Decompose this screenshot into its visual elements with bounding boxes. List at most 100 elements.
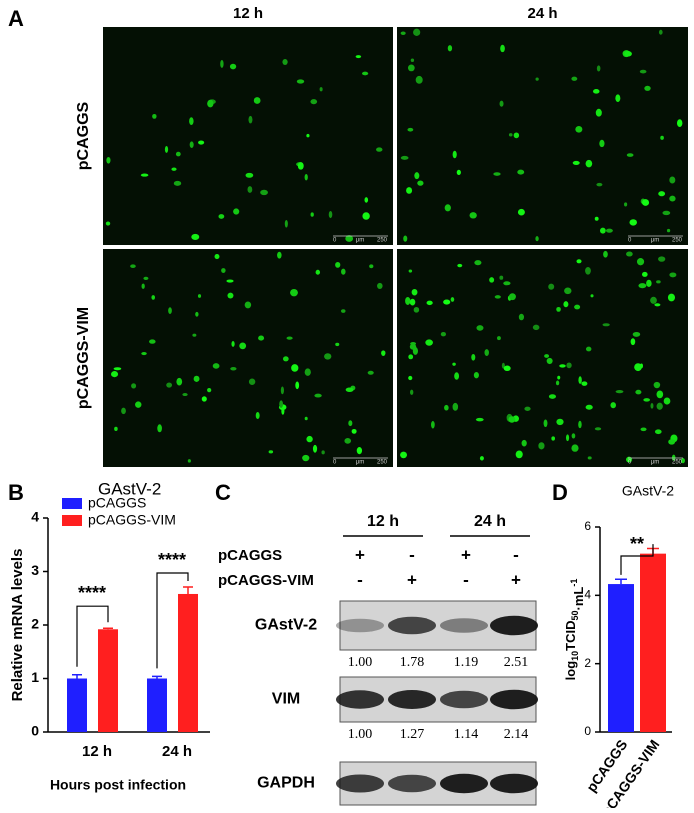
cell <box>310 99 318 105</box>
band <box>336 618 384 633</box>
treatment-sign: + <box>407 570 417 589</box>
cell <box>345 235 354 242</box>
cell <box>171 167 177 171</box>
cell <box>475 417 484 422</box>
cell <box>556 306 561 312</box>
error-bar <box>72 674 82 679</box>
cell <box>603 250 608 258</box>
cell <box>635 389 642 395</box>
cell <box>321 450 325 455</box>
cell <box>152 113 157 119</box>
bar <box>67 678 87 732</box>
cell <box>182 393 188 397</box>
cell <box>306 133 310 138</box>
cell <box>654 429 662 435</box>
cell <box>130 264 136 268</box>
cell <box>417 180 424 186</box>
cell <box>290 288 298 297</box>
panel-label: C <box>215 480 231 505</box>
cell <box>524 406 531 411</box>
band <box>440 773 488 794</box>
cell <box>572 160 580 166</box>
cell <box>581 381 588 386</box>
cell <box>121 407 126 415</box>
cell <box>656 390 664 399</box>
cell <box>508 293 516 301</box>
cell <box>414 172 420 180</box>
cell <box>499 100 504 107</box>
cell <box>315 269 321 275</box>
cell <box>658 29 663 35</box>
scale-bar-label: 0 <box>333 460 337 466</box>
scale-bar-label: μm <box>356 460 364 466</box>
cell <box>615 389 624 394</box>
y-tick-label: 4 <box>584 588 591 602</box>
band <box>490 689 538 710</box>
cell <box>473 371 479 379</box>
cell <box>227 292 234 299</box>
cell <box>193 375 200 382</box>
cell <box>335 342 340 347</box>
cell <box>207 388 212 393</box>
legend-swatch <box>62 498 82 509</box>
cell <box>312 444 318 453</box>
cell <box>669 195 676 202</box>
treatment-sign: - <box>409 545 415 564</box>
cell <box>518 313 525 321</box>
cell <box>279 400 284 408</box>
treatment-sign: - <box>513 545 519 564</box>
cell <box>405 297 411 305</box>
cell <box>408 354 414 360</box>
cell <box>113 367 122 371</box>
cell <box>636 258 645 266</box>
scale-bar-label: 250 <box>672 460 683 466</box>
cell <box>412 347 418 355</box>
bar <box>98 629 118 732</box>
cell <box>556 418 564 426</box>
band-ratio: 1.00 <box>348 727 373 742</box>
cell <box>544 354 550 358</box>
micrograph <box>397 249 688 467</box>
cell <box>596 65 601 72</box>
scale-bar-label: 250 <box>672 238 683 244</box>
cell <box>667 293 676 302</box>
bar <box>608 584 634 732</box>
cell <box>400 451 408 459</box>
cell <box>351 428 357 434</box>
y-axis-label: log10TCID50·mL-1 <box>563 579 586 681</box>
cell <box>669 176 676 184</box>
band <box>490 615 538 636</box>
bracket <box>620 544 654 575</box>
cell <box>497 336 501 341</box>
y-tick-label: 0 <box>584 724 591 738</box>
cell <box>676 119 683 128</box>
cell <box>233 208 240 215</box>
cell <box>413 28 421 37</box>
cell <box>141 283 145 289</box>
cell <box>623 202 628 207</box>
cell <box>362 71 369 76</box>
cell <box>668 439 676 445</box>
cell <box>143 276 149 280</box>
cell <box>452 402 459 411</box>
scale-bar-label: μm <box>356 238 364 244</box>
cell <box>564 287 572 295</box>
cell <box>192 333 197 337</box>
cell <box>426 300 433 306</box>
treatment-sign: + <box>461 545 471 564</box>
cell <box>653 381 661 389</box>
cell <box>408 375 413 381</box>
cell <box>634 363 642 372</box>
treatment-sign: + <box>355 545 365 564</box>
cell <box>644 85 651 91</box>
cell <box>517 169 525 175</box>
cell <box>244 301 252 309</box>
cell <box>248 378 256 385</box>
cell <box>543 419 548 428</box>
cell <box>168 307 172 315</box>
band <box>388 774 436 793</box>
cell <box>585 159 593 168</box>
band <box>336 774 384 793</box>
cell <box>503 365 511 372</box>
